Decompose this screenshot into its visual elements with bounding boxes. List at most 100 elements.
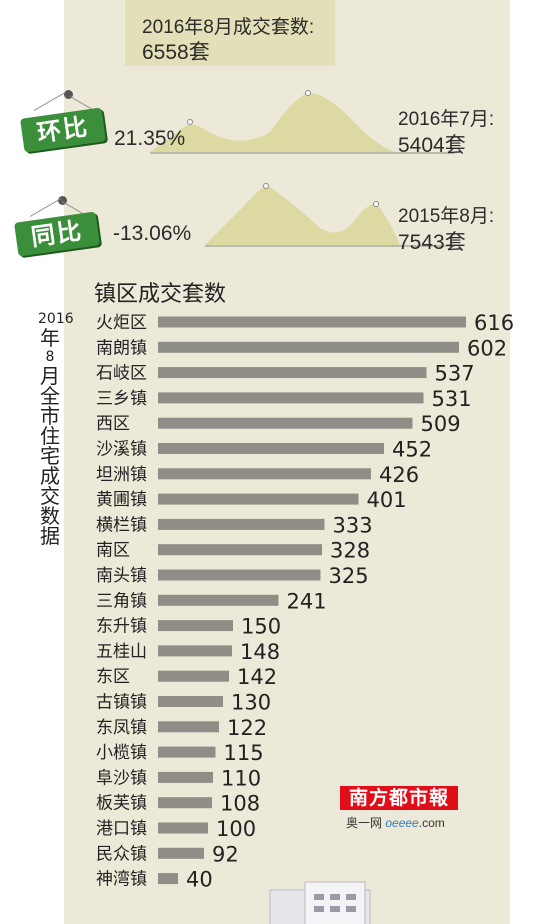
yoy-pin (58, 196, 67, 205)
category-label: 南头镇 (96, 566, 147, 586)
newspaper-logo: 南方都市報 (340, 786, 458, 810)
bar (158, 493, 359, 505)
value-label: 150 (241, 615, 281, 639)
category-label: 坦洲镇 (96, 465, 147, 485)
category-label: 东凤镇 (96, 718, 147, 738)
yoy-ref-value: 7543套 (398, 231, 466, 254)
value-label: 531 (432, 387, 472, 411)
bar (158, 645, 232, 657)
value-label: 100 (216, 817, 256, 841)
current-month-label: 2016年8月成交套数: (142, 17, 315, 38)
value-label: 509 (421, 412, 461, 436)
bar (158, 392, 424, 404)
yoy-mountain (205, 185, 400, 245)
logo-sub-prefix: 奥一网 (346, 816, 383, 830)
bar (158, 594, 279, 606)
bar (158, 620, 233, 632)
category-label: 横栏镇 (96, 515, 147, 535)
mom-pin (64, 90, 73, 99)
logo-sub-site: oeeee (385, 816, 419, 830)
value-label: 92 (212, 842, 239, 866)
bar (158, 670, 229, 682)
value-label: 426 (379, 463, 419, 487)
vertical-title-glyph: 据 (40, 524, 60, 548)
mom-ref-label: 2016年7月: (398, 109, 495, 130)
bar (158, 544, 322, 556)
vertical-title-glyph: 全 (40, 384, 60, 408)
bar (158, 341, 459, 353)
value-label: 130 (231, 691, 271, 715)
category-label: 石岐区 (96, 364, 147, 384)
bar (158, 847, 204, 859)
bar (158, 746, 216, 758)
category-label: 东区 (96, 667, 130, 687)
bar (158, 721, 219, 733)
value-label: 328 (330, 539, 370, 563)
bar (158, 797, 212, 809)
bar (158, 569, 321, 581)
chart-title: 镇区成交套数 (94, 282, 227, 307)
logo-subtitle: 奥一网 oeeee.com (346, 814, 445, 831)
value-label: 616 (474, 311, 514, 335)
background-panel (64, 0, 510, 924)
category-label: 火炬区 (96, 313, 147, 333)
value-label: 452 (392, 438, 432, 462)
vertical-title-glyph: 成 (40, 464, 60, 488)
value-label: 241 (287, 589, 327, 613)
vertical-title-glyph: 月 (40, 364, 60, 388)
category-label: 三乡镇 (96, 389, 147, 409)
bar (158, 316, 466, 328)
current-month-value: 6558套 (142, 41, 210, 64)
bar (158, 771, 213, 783)
building-illustration (269, 881, 371, 924)
value-label: 122 (227, 716, 267, 740)
value-label: 148 (240, 640, 280, 664)
bar (158, 822, 208, 834)
category-label: 三角镇 (96, 591, 147, 611)
yoy-percent: -13.06% (113, 222, 192, 245)
category-label: 沙溪镇 (96, 440, 147, 460)
logo-sub-suffix: .com (418, 816, 445, 830)
category-label: 南区 (96, 541, 130, 561)
vertical-title-glyph: 8 (45, 349, 55, 365)
category-label: 西区 (96, 414, 130, 434)
value-label: 333 (333, 513, 373, 537)
bar (158, 873, 178, 885)
bar (158, 518, 325, 530)
value-label: 325 (329, 564, 369, 588)
category-label: 东升镇 (96, 617, 147, 637)
value-label: 602 (467, 336, 507, 360)
yoy-ref-label: 2015年8月: (398, 206, 495, 227)
value-label: 110 (221, 766, 261, 790)
vertical-title-glyph: 住 (40, 424, 60, 448)
bar (158, 367, 427, 379)
bar (158, 468, 371, 480)
category-label: 板芙镇 (96, 794, 147, 814)
value-label: 537 (435, 362, 475, 386)
category-label: 古镇镇 (96, 693, 147, 713)
header-box (125, 0, 335, 66)
category-label: 民众镇 (96, 844, 147, 864)
value-label: 401 (367, 488, 407, 512)
category-label: 黄圃镇 (96, 490, 147, 510)
vertical-title-glyph: 市 (40, 404, 60, 428)
mom-ref-value: 5404套 (398, 134, 466, 157)
category-label: 港口镇 (96, 819, 147, 839)
vertical-title-glyph: 宅 (40, 444, 60, 468)
category-label: 五桂山 (96, 642, 147, 662)
vertical-title-glyph: 年 (40, 326, 60, 350)
category-label: 阜沙镇 (96, 768, 147, 788)
bar (158, 696, 223, 707)
category-label: 南朗镇 (96, 338, 147, 358)
category-label: 神湾镇 (96, 870, 147, 890)
bar (158, 417, 413, 429)
mountain-graphics (150, 90, 455, 247)
bar (158, 443, 384, 454)
vertical-title-glyph: 交 (40, 484, 60, 508)
value-label: 40 (186, 868, 213, 892)
mom-mountain (150, 92, 395, 152)
mom-percent: 21.35% (114, 127, 186, 150)
value-label: 115 (224, 741, 264, 765)
vertical-title-glyph: 数 (40, 504, 60, 528)
category-label: 小榄镇 (96, 743, 147, 763)
